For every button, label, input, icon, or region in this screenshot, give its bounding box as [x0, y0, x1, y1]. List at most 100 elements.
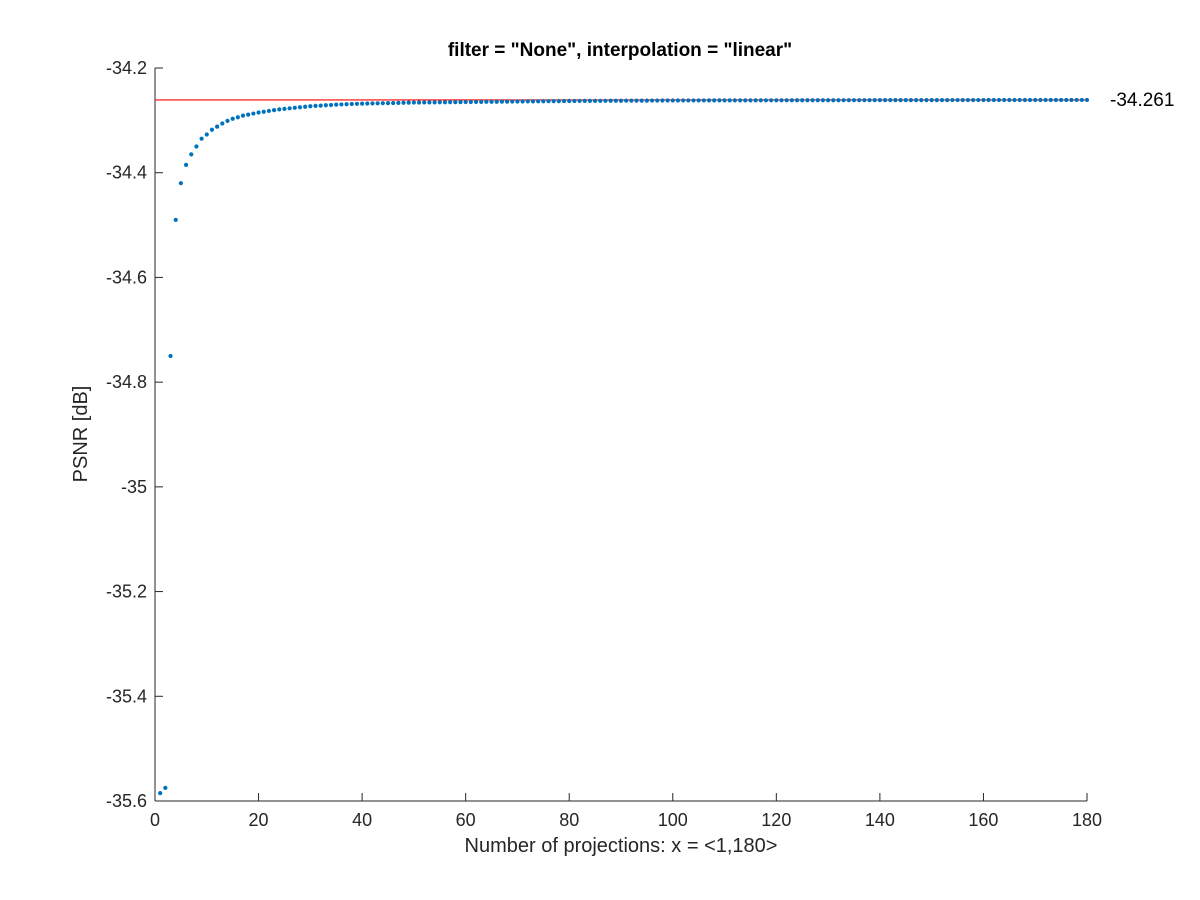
y-tick-label: -34.8 [106, 372, 147, 392]
data-point [561, 98, 567, 104]
data-point [406, 100, 411, 105]
data-point [1038, 97, 1043, 103]
data-point [644, 98, 649, 103]
data-point [634, 98, 639, 103]
data-point [189, 152, 194, 157]
y-tick-label: -35.6 [106, 791, 147, 811]
data-point [515, 99, 520, 104]
data-point [655, 98, 660, 103]
data-point [608, 98, 613, 103]
data-point [779, 98, 784, 103]
data-point [183, 162, 189, 167]
data-point [681, 98, 686, 103]
data-point [287, 106, 292, 111]
data-point [846, 98, 851, 103]
data-point [158, 791, 163, 796]
data-point [587, 98, 593, 103]
data-point [458, 99, 463, 105]
data-point [416, 100, 422, 105]
data-point [965, 97, 971, 103]
data-point [1084, 97, 1090, 103]
data-point [266, 108, 272, 114]
data-point [924, 98, 929, 103]
data-point [323, 103, 328, 108]
data-point [1012, 97, 1017, 103]
data-point [375, 101, 380, 106]
data-point [370, 101, 375, 106]
data-point [670, 98, 675, 103]
data-point [748, 98, 753, 103]
data-point [551, 99, 556, 104]
data-point [649, 98, 655, 103]
data-point [1053, 97, 1059, 103]
data-point [479, 99, 484, 104]
data-points [158, 97, 1090, 796]
data-point [246, 112, 251, 117]
data-point [934, 97, 939, 103]
data-point [1043, 97, 1048, 103]
x-tick-label: 160 [968, 810, 998, 830]
data-point [448, 100, 453, 105]
x-tick-label: 60 [456, 810, 476, 830]
data-point [572, 98, 577, 104]
chart-title: filter = "None", interpolation = "linear… [448, 40, 792, 61]
data-point [815, 98, 820, 103]
data-point [732, 98, 738, 103]
data-point [737, 98, 743, 103]
data-point [282, 106, 287, 111]
data-point [914, 98, 919, 103]
data-point [593, 98, 598, 103]
data-point [810, 98, 815, 103]
data-point [836, 98, 841, 103]
data-point [209, 127, 215, 132]
data-point [1074, 97, 1079, 103]
data-point [567, 98, 572, 104]
data-point [981, 97, 986, 103]
data-point [225, 118, 230, 123]
data-point [867, 98, 872, 103]
data-point [624, 98, 629, 103]
data-point [582, 98, 587, 104]
data-point [1027, 97, 1033, 103]
data-point [473, 99, 479, 105]
data-point [235, 115, 240, 120]
data-point [318, 103, 323, 108]
data-point [955, 97, 960, 103]
y-tick-label: -35.2 [106, 582, 147, 602]
data-point [499, 99, 505, 104]
data-point [970, 97, 976, 103]
data-point [712, 98, 717, 103]
data-point [163, 785, 168, 791]
data-point [328, 102, 334, 108]
data-point [805, 98, 810, 103]
data-point [1017, 97, 1022, 103]
data-point [882, 98, 888, 103]
data-point [800, 98, 805, 103]
data-point [432, 100, 437, 105]
data-point [908, 98, 914, 103]
y-tick-label: -34.6 [106, 267, 147, 287]
data-point [525, 99, 530, 104]
data-point [468, 99, 473, 105]
data-point [691, 98, 696, 103]
data-point [701, 98, 706, 103]
x-tick-label: 40 [352, 810, 372, 830]
data-point [831, 98, 836, 103]
y-tick-label: -35.4 [106, 686, 147, 706]
data-point [504, 99, 510, 104]
data-point [556, 98, 561, 104]
data-point [639, 98, 644, 103]
data-point [313, 103, 318, 109]
data-point [536, 99, 541, 104]
data-point [696, 98, 701, 103]
data-point [665, 98, 670, 103]
data-point [277, 107, 282, 112]
data-point [686, 98, 691, 103]
data-point [271, 108, 277, 113]
x-tick-label: 80 [559, 810, 579, 830]
data-point [1033, 97, 1038, 103]
data-point [1002, 97, 1007, 103]
data-point [784, 98, 789, 103]
data-point [380, 101, 385, 106]
